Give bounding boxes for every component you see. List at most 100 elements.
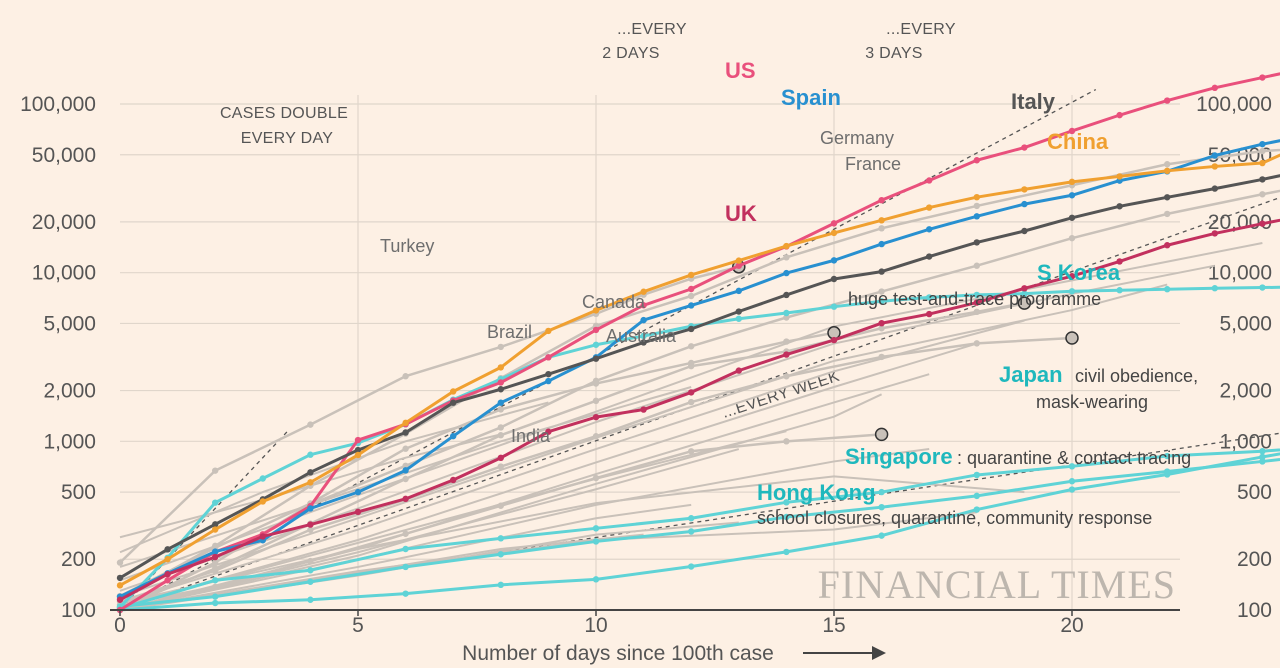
data-point [307,421,314,428]
data-point [1116,258,1123,265]
data-point [878,532,885,539]
data-point [926,294,933,301]
data-point [1259,220,1266,227]
gridlines [120,95,1180,610]
background-series-line [119,475,1025,604]
data-point [783,242,790,250]
y-tick-label: 100 [1237,599,1272,622]
data-point [545,327,552,335]
data-point [830,275,838,283]
y-tick-label: 100,000 [1196,93,1272,116]
data-point [212,521,219,528]
data-point [926,226,933,233]
background-series-line [119,342,978,608]
data-point [1164,286,1171,293]
data-point [926,177,933,184]
data-point [640,339,647,346]
y-tick-label: 2,000 [43,380,96,403]
data-point [212,553,219,561]
y-tick-label: 500 [61,481,96,504]
annotation-s-korea: huge test-and-trace programme [848,289,1101,309]
data-point [973,157,980,164]
data-point [497,551,504,558]
data-point [688,302,695,309]
data-point [1164,194,1171,201]
background-series-line [119,430,787,608]
data-point [497,379,504,386]
reference-label-every-day: EVERY DAY [241,130,334,147]
data-point [1211,152,1219,159]
data-point [545,370,552,378]
data-point [1211,230,1219,237]
series-line-japan [119,457,1280,608]
data-point [1164,210,1171,218]
data-point [640,288,647,295]
series-label-france: France [845,154,901,174]
background-series-line [119,401,549,554]
data-point [307,526,314,533]
data-point [878,298,885,305]
data-point [497,454,504,462]
series-line-singapore [119,448,1280,610]
data-point [402,545,409,553]
data-point [973,340,980,347]
data-point [640,316,647,324]
data-point [1259,453,1266,461]
data-point [497,535,504,542]
data-point [212,559,219,566]
data-point [450,476,457,484]
right-y-axis: 1002005001,0002,0005,00010,00020,00050,0… [1196,93,1272,622]
series-end-point [874,427,889,442]
data-point [1259,447,1266,455]
data-point [1116,287,1123,294]
data-point [354,436,362,444]
data-point [497,386,504,393]
data-point [1068,463,1076,470]
background-series-line [119,241,1263,582]
data-point [783,351,790,358]
x-tick-label: 10 [584,614,607,637]
data-point [878,319,885,327]
data-point [830,336,838,344]
x-tick-label: 0 [114,614,126,637]
data-point [1021,227,1028,235]
data-point [973,202,980,210]
data-point [592,326,600,334]
data-point [783,309,790,317]
y-tick-label: 200 [1237,548,1272,571]
data-point [354,446,362,454]
data-point [688,343,695,350]
data-point [164,546,171,553]
series-hong-kong [116,452,1280,614]
data-point [1164,167,1171,175]
data-point [1259,159,1266,167]
x-axis: 0510152025303540 [110,609,1180,637]
data-point [1068,273,1076,280]
data-point [497,502,504,509]
data-point [1211,185,1219,192]
data-point [878,268,885,275]
data-point [116,596,124,603]
data-point [402,445,409,452]
data-point [688,528,695,535]
data-point [783,373,790,380]
data-point [450,388,457,395]
data-point [830,303,838,310]
data-point [307,451,314,458]
series-spain [116,139,1280,600]
data-point [592,307,600,314]
data-point [735,367,742,374]
data-point [307,521,314,528]
data-point [688,325,695,333]
data-point [783,269,790,277]
data-point [1259,176,1266,183]
data-point [402,429,409,436]
data-point [878,196,885,204]
series-line-us [119,72,1280,612]
data-point [1259,191,1266,198]
data-point [592,413,600,421]
data-point [688,271,695,279]
data-point [402,530,409,537]
data-point [1021,144,1028,151]
data-point [1116,203,1123,210]
